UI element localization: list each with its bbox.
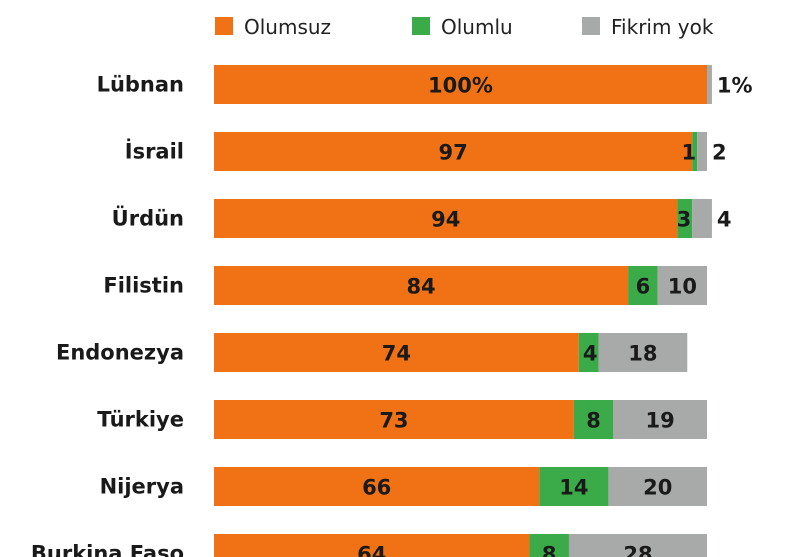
bar-row-turkiye: Türkiye 73 8 19 [97,400,707,439]
bar-segment-olumlu [539,467,609,506]
bar-segment-fikrim-yok [697,132,707,171]
bars: Lübnan 100% 1% İsrail 97 1 2 Ürdün 94 3 4 Filistin 8… [31,65,753,557]
legend-item-olumsuz: Olumsuz [215,15,331,39]
bar-row-endonezya: Endonezya 74 4 18 [56,333,688,372]
legend-swatch-olumlu [412,17,430,35]
legend-swatch-fikrim-yok [582,17,600,35]
category-label: Endonezya [56,341,184,365]
value-label-olumsuz: 94 [431,208,460,232]
legend-label-olumlu: Olumlu [441,15,513,39]
bar-segment-olumlu [692,132,698,171]
bar-segment-fikrim-yok [608,467,707,506]
bar-row-burkina-faso: Burkina Faso 64 8 28 [31,534,707,557]
bar-segment-olumlu [578,333,599,372]
bar-segment-fikrim-yok [707,65,712,104]
bar-segment-fikrim-yok [692,199,712,238]
bar-segment-fikrim-yok [657,266,707,305]
value-label-olumsuz: 73 [379,409,408,433]
bar-segment-olumlu [529,534,569,557]
value-label-olumlu: 8 [542,543,557,557]
value-label-fikrim-yok: 4 [717,208,732,232]
value-label-olumsuz: 84 [406,275,435,299]
bar-row-nijerya: Nijerya 66 14 20 [100,467,707,506]
legend-label-olumsuz: Olumsuz [244,15,331,39]
bar-segment-olumsuz [214,132,693,171]
legend-item-fikrim-yok: Fikrim yok [582,15,714,39]
bar-row-israil: İsrail 97 1 2 [125,132,727,171]
value-label-olumlu: 3 [677,208,692,232]
value-label-olumsuz: 97 [438,141,467,165]
value-label-olumlu: 6 [636,275,651,299]
legend-item-olumlu: Olumlu [412,15,513,39]
bar-segment-olumsuz [214,65,707,104]
value-label-olumlu: 1 [682,141,697,165]
category-label: Filistin [103,274,184,298]
bar-segment-fikrim-yok [613,400,707,439]
value-label-fikrim-yok: 28 [623,543,652,557]
value-label-olumlu: 4 [583,342,598,366]
category-label: İsrail [125,139,184,164]
category-label: Lübnan [97,73,184,97]
bar-segment-olumsuz [214,400,574,439]
category-label: Türkiye [97,408,184,432]
bar-segment-fikrim-yok [568,534,707,557]
category-label: Ürdün [112,206,184,231]
value-label-fikrim-yok: 1% [717,74,753,98]
value-label-olumsuz: 66 [362,476,391,500]
bar-segment-fikrim-yok [598,333,688,372]
value-label-fikrim-yok: 2 [712,141,727,165]
value-label-fikrim-yok: 20 [643,476,672,500]
legend-swatch-olumsuz [215,17,233,35]
category-label: Burkina Faso [31,542,184,557]
value-label-olumlu: 14 [559,476,588,500]
bar-row-urdun: Ürdün 94 3 4 [112,199,732,238]
value-label-olumsuz: 64 [357,543,386,557]
value-label-fikrim-yok: 10 [668,275,697,299]
bar-segment-olumlu [677,199,693,238]
bar-row-filistin: Filistin 84 6 10 [103,266,707,305]
value-label-olumlu: 8 [586,409,601,433]
bar-segment-olumsuz [214,266,629,305]
legend-label-fikrim-yok: Fikrim yok [611,15,714,39]
value-label-fikrim-yok: 19 [646,409,675,433]
bar-segment-olumsuz [214,199,678,238]
bar-segment-olumlu [628,266,658,305]
bar-segment-olumsuz [214,534,530,557]
bar-segment-olumsuz [214,333,579,372]
legend: Olumsuz Olumlu Fikrim yok [215,15,714,39]
bar-segment-olumsuz [214,467,540,506]
bar-segment-olumlu [573,400,614,439]
category-label: Nijerya [100,475,184,499]
bar-row-lubnan: Lübnan 100% 1% [97,65,753,104]
value-label-olumsuz: 100% [428,74,493,98]
value-label-olumsuz: 74 [382,342,411,366]
value-label-fikrim-yok: 18 [628,342,657,366]
